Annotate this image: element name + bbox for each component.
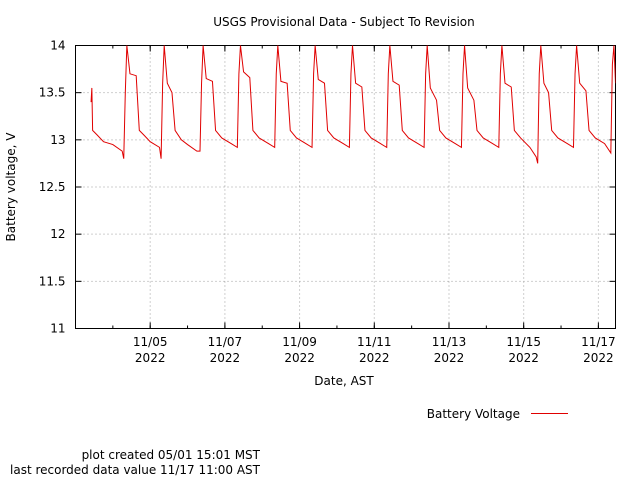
y-tick-label: 11.5 (39, 274, 66, 288)
x-tick-year-label: 2022 (359, 351, 390, 365)
x-axis-label: Date, AST (314, 374, 374, 388)
y-tick-label: 11 (50, 322, 65, 336)
series-layer (90, 45, 616, 164)
plot-created-note: plot created 05/01 15:01 MST (81, 448, 260, 462)
x-tick-label: 11/13 (432, 335, 467, 349)
series-line-battery-voltage (90, 45, 616, 164)
x-tick-year-label: 2022 (210, 351, 241, 365)
x-tick-label: 11/07 (208, 335, 243, 349)
x-tick-year-label: 2022 (135, 351, 166, 365)
y-tick-label: 12.5 (39, 180, 66, 194)
chart-title: USGS Provisional Data - Subject To Revis… (213, 15, 475, 29)
x-tick-label: 11/09 (282, 335, 317, 349)
y-tick-label: 13 (50, 133, 65, 147)
y-tick-label: 14 (50, 39, 65, 53)
y-tick-label: 13.5 (39, 86, 66, 100)
x-tick-label: 11/15 (506, 335, 541, 349)
y-axis-label: Battery voltage, V (4, 132, 18, 242)
x-tick-year-label: 2022 (284, 351, 315, 365)
y-tick-label: 12 (50, 227, 65, 241)
axis-ticks: 11 11.5 12 12.5 13 13.5 14 11/05 2022 11/07 2022 11… (39, 39, 616, 366)
x-tick-year-label: 2022 (583, 351, 614, 365)
x-tick-year-label: 2022 (434, 351, 465, 365)
x-tick-label: 11/05 (133, 335, 168, 349)
x-tick-label: 11/11 (357, 335, 392, 349)
legend-label: Battery Voltage (427, 407, 520, 421)
last-value-note: last recorded data value 11/17 11:00 AST (10, 463, 260, 477)
grid-lines (75, 45, 616, 329)
x-tick-label: 11/17 (581, 335, 616, 349)
x-tick-year-label: 2022 (508, 351, 539, 365)
